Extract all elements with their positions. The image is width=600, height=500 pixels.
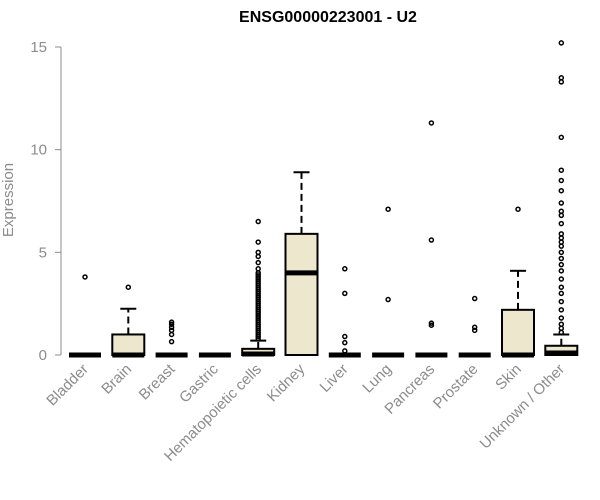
outlier-point: [558, 276, 565, 282]
outlier-point: [558, 249, 565, 256]
x-tick-label: Kidney: [264, 360, 309, 405]
box-liver: [328, 266, 361, 358]
x-tick-label: Bladder: [43, 361, 92, 410]
outlier-point: [558, 315, 565, 321]
y-tick-label: 10: [30, 142, 47, 159]
outlier-point: [558, 167, 565, 173]
outlier-point: [471, 295, 478, 302]
outlier-point: [558, 75, 565, 81]
outlier-point: [558, 177, 565, 184]
y-axis-label: Expression: [0, 163, 17, 237]
outlier-point: [168, 319, 175, 325]
box-prostate: [458, 295, 491, 358]
outlier-point: [471, 324, 478, 331]
outlier-point: [558, 208, 565, 215]
box-bladder: [69, 274, 101, 358]
outlier-point: [255, 266, 261, 272]
chart-title: ENSG00000223001 - U2: [239, 9, 417, 26]
box-series: [69, 40, 579, 358]
box-lung: [372, 206, 405, 358]
outlier-point: [255, 272, 261, 278]
iqr-box: [284, 232, 319, 356]
x-tick-label: Brain: [98, 361, 135, 398]
x-tick-label: Prostate: [430, 361, 482, 413]
outlier-point: [255, 249, 261, 256]
outlier-point: [342, 348, 348, 354]
y-tick-label: 5: [39, 244, 47, 261]
outlier-point: [471, 327, 478, 334]
outlier-point: [82, 274, 88, 280]
box-skin: [501, 206, 535, 358]
x-tick-label: Skin: [492, 361, 525, 394]
outlier-point: [558, 307, 565, 313]
iqr-box: [501, 308, 535, 356]
outlier-point: [558, 187, 565, 194]
box-brain: [111, 284, 146, 358]
box-pancreas: [415, 120, 448, 358]
outlier-point: [515, 206, 521, 212]
outlier-point: [342, 266, 348, 272]
outlier-point: [342, 290, 348, 297]
outlier-point: [558, 298, 565, 305]
outlier-point: [558, 268, 565, 274]
outlier-point: [558, 220, 565, 227]
outlier-point: [428, 320, 435, 326]
x-tick-label: Lung: [359, 361, 395, 397]
outlier-point: [385, 206, 391, 212]
outlier-point: [428, 120, 435, 126]
outlier-point: [558, 290, 565, 297]
y-axis: 0 5 10 15: [30, 39, 62, 364]
outlier-point: [558, 321, 565, 327]
outlier-point: [385, 296, 391, 303]
y-tick-label: 0: [39, 347, 47, 364]
outlier-point: [428, 237, 435, 243]
outlier-point: [558, 200, 565, 206]
box-unknown-other: [544, 40, 579, 357]
outlier-point: [255, 218, 261, 225]
outlier-point: [168, 324, 175, 331]
outlier-point: [168, 338, 175, 345]
y-tick-label: 15: [30, 39, 47, 56]
box-hematopoietic-cells: [241, 218, 276, 357]
outlier-point: [168, 321, 175, 327]
outlier-point: [255, 259, 261, 266]
x-tick-label: Liver: [317, 361, 352, 396]
outlier-point: [125, 284, 132, 290]
outlier-point: [255, 239, 261, 245]
outlier-point: [428, 322, 435, 328]
x-tick-label: Breast: [136, 360, 179, 403]
box-breast: [155, 319, 188, 358]
outlier-point: [558, 231, 565, 237]
iqr-box: [111, 333, 146, 357]
outlier-point: [558, 134, 565, 141]
outlier-point: [558, 261, 565, 268]
box-kidney: [284, 171, 319, 356]
outlier-point: [558, 255, 565, 262]
outlier-point: [342, 333, 348, 340]
outlier-point: [558, 40, 565, 46]
outlier-point: [168, 327, 175, 334]
outlier-point: [342, 339, 348, 346]
outlier-point: [558, 284, 565, 290]
